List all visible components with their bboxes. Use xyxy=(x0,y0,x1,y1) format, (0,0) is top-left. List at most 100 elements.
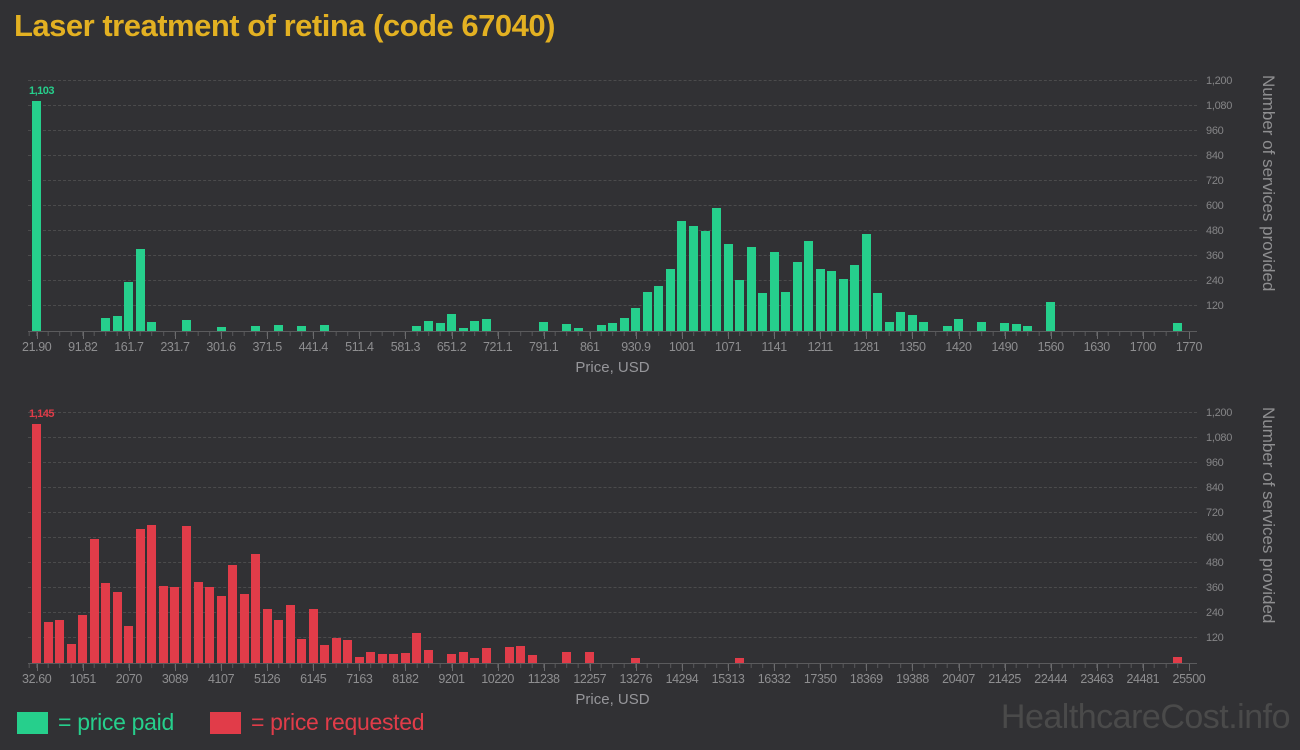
histogram-bar[interactable] xyxy=(804,241,814,331)
histogram-bar[interactable] xyxy=(827,271,837,331)
histogram-bar[interactable] xyxy=(665,269,675,331)
histogram-bar[interactable] xyxy=(228,565,238,663)
histogram-bar[interactable] xyxy=(147,524,157,663)
histogram-bar[interactable] xyxy=(331,637,341,663)
histogram-bar[interactable] xyxy=(619,318,629,331)
histogram-bar[interactable] xyxy=(423,650,433,663)
histogram-bar[interactable] xyxy=(447,654,457,663)
histogram-bar[interactable] xyxy=(596,324,606,331)
histogram-bar[interactable] xyxy=(539,322,549,331)
histogram-bar[interactable] xyxy=(343,640,353,663)
histogram-bar[interactable] xyxy=(124,282,134,331)
histogram-bar[interactable] xyxy=(723,244,733,331)
histogram-bar[interactable] xyxy=(147,322,157,331)
histogram-bar[interactable] xyxy=(158,585,168,663)
histogram-bar[interactable] xyxy=(884,322,894,331)
histogram-bar[interactable] xyxy=(527,655,537,663)
histogram-bar[interactable] xyxy=(251,553,261,663)
histogram-bar[interactable] xyxy=(400,653,410,663)
histogram-bar[interactable] xyxy=(1172,323,1182,331)
histogram-bar[interactable] xyxy=(769,252,779,331)
histogram-bar[interactable] xyxy=(262,609,272,663)
histogram-bar[interactable] xyxy=(608,323,618,331)
histogram-bar[interactable] xyxy=(700,231,710,331)
histogram-bar[interactable] xyxy=(112,591,122,663)
histogram-bar[interactable] xyxy=(815,268,825,331)
histogram-bar[interactable] xyxy=(205,586,215,663)
histogram-bar[interactable] xyxy=(919,322,929,331)
histogram-bar[interactable] xyxy=(366,651,376,663)
histogram-bar[interactable] xyxy=(1023,326,1033,331)
histogram-bar[interactable] xyxy=(792,262,802,331)
histogram-bar[interactable] xyxy=(101,318,111,331)
histogram-bar[interactable] xyxy=(412,632,422,663)
histogram-bar[interactable] xyxy=(251,326,261,331)
histogram-bar[interactable] xyxy=(504,646,514,663)
histogram-bar[interactable] xyxy=(873,292,883,331)
histogram-bar[interactable] xyxy=(308,608,318,663)
histogram-bar[interactable] xyxy=(66,644,76,663)
histogram-bar[interactable] xyxy=(631,657,641,663)
histogram-bar[interactable] xyxy=(954,318,964,331)
histogram-bar[interactable] xyxy=(481,648,491,663)
histogram-bar[interactable] xyxy=(458,328,468,331)
histogram-bar[interactable] xyxy=(285,604,295,663)
histogram-bar[interactable] xyxy=(112,316,122,331)
histogram-bar[interactable] xyxy=(124,625,134,663)
histogram-bar[interactable] xyxy=(977,322,987,331)
histogram-bar[interactable] xyxy=(470,658,480,663)
histogram-bar[interactable] xyxy=(135,248,145,331)
histogram-bar[interactable] xyxy=(1011,324,1021,331)
histogram-bar[interactable] xyxy=(861,233,871,331)
histogram-bar[interactable] xyxy=(181,319,191,331)
histogram-bar[interactable] xyxy=(412,326,422,331)
histogram-bar[interactable] xyxy=(758,293,768,331)
histogram-bar[interactable] xyxy=(896,311,906,331)
histogram-bar[interactable] xyxy=(320,324,330,331)
histogram-bar[interactable] xyxy=(573,328,583,331)
histogram-bar[interactable] xyxy=(907,314,917,331)
histogram-bar[interactable] xyxy=(562,324,572,331)
histogram-bar[interactable] xyxy=(562,652,572,663)
histogram-bar[interactable] xyxy=(746,247,756,331)
histogram-bar[interactable] xyxy=(631,308,641,331)
histogram-bar[interactable] xyxy=(1172,656,1182,663)
histogram-bar[interactable] xyxy=(516,645,526,663)
histogram-bar[interactable] xyxy=(181,525,191,663)
histogram-bar[interactable] xyxy=(101,583,111,663)
histogram-bar[interactable] xyxy=(170,586,180,663)
histogram-bar[interactable] xyxy=(735,279,745,331)
histogram-bar[interactable] xyxy=(389,654,399,663)
histogram-bar[interactable] xyxy=(89,539,99,663)
histogram-bar[interactable] xyxy=(320,644,330,663)
histogram-bar[interactable] xyxy=(297,326,307,331)
histogram-bar[interactable] xyxy=(447,314,457,331)
histogram-bar[interactable] xyxy=(354,656,364,663)
histogram-bar[interactable] xyxy=(135,529,145,663)
histogram-bar[interactable] xyxy=(239,594,249,663)
histogram-bar[interactable] xyxy=(1000,323,1010,331)
histogram-bar[interactable] xyxy=(435,323,445,331)
histogram-bar[interactable] xyxy=(642,291,652,331)
histogram-bar[interactable] xyxy=(32,424,42,663)
histogram-bar[interactable] xyxy=(55,619,65,663)
histogram-bar[interactable] xyxy=(458,651,468,663)
histogram-bar[interactable] xyxy=(274,620,284,663)
histogram-bar[interactable] xyxy=(712,207,722,331)
histogram-bar[interactable] xyxy=(735,657,745,663)
histogram-bar[interactable] xyxy=(43,621,53,663)
histogram-bar[interactable] xyxy=(216,326,226,331)
histogram-bar[interactable] xyxy=(781,292,791,331)
histogram-bar[interactable] xyxy=(32,101,42,331)
histogram-bar[interactable] xyxy=(677,220,687,331)
histogram-bar[interactable] xyxy=(216,596,226,663)
histogram-bar[interactable] xyxy=(654,285,664,331)
histogram-bar[interactable] xyxy=(423,320,433,331)
histogram-bar[interactable] xyxy=(481,318,491,331)
histogram-bar[interactable] xyxy=(274,324,284,331)
histogram-bar[interactable] xyxy=(78,614,88,663)
histogram-bar[interactable] xyxy=(297,639,307,663)
histogram-bar[interactable] xyxy=(838,279,848,331)
histogram-bar[interactable] xyxy=(689,225,698,331)
histogram-bar[interactable] xyxy=(470,320,480,331)
